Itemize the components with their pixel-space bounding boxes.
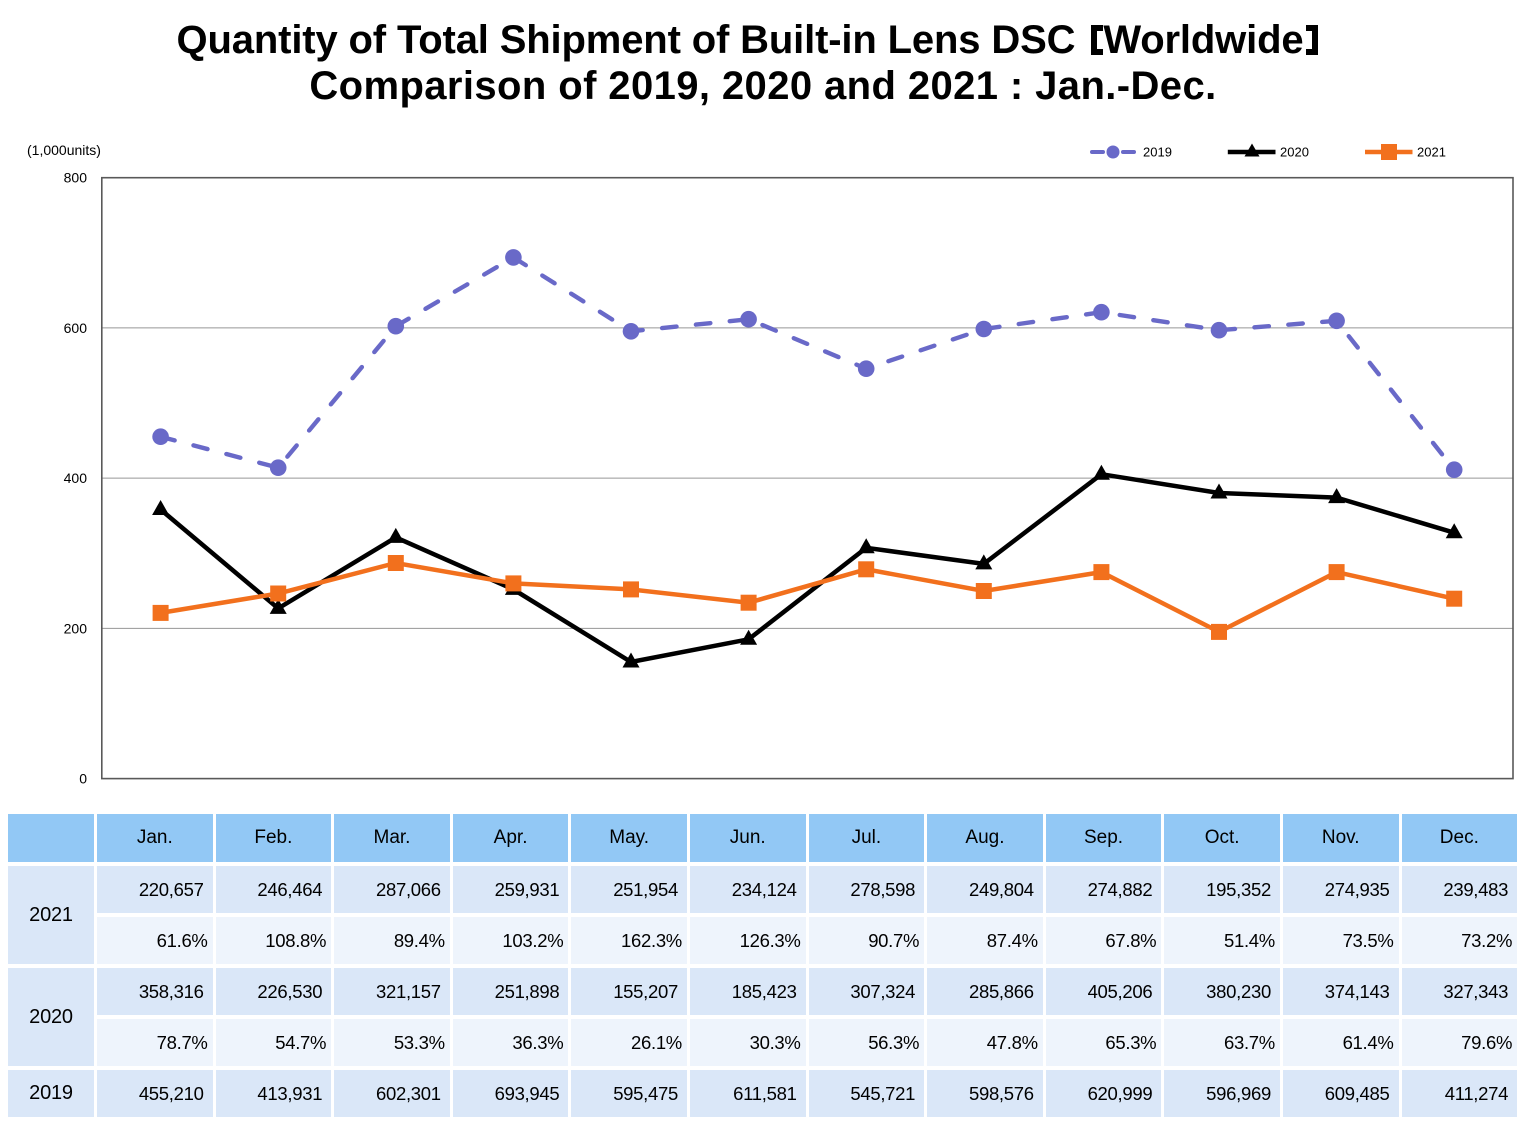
svg-text:2021: 2021 — [1417, 145, 1446, 160]
svg-text:400: 400 — [64, 470, 88, 486]
svg-text:200: 200 — [64, 620, 88, 636]
svg-text:0: 0 — [79, 771, 87, 787]
svg-text:600: 600 — [64, 320, 88, 336]
svg-text:2020: 2020 — [1280, 145, 1309, 160]
svg-text:800: 800 — [64, 170, 88, 186]
svg-text:2019: 2019 — [1143, 145, 1172, 160]
